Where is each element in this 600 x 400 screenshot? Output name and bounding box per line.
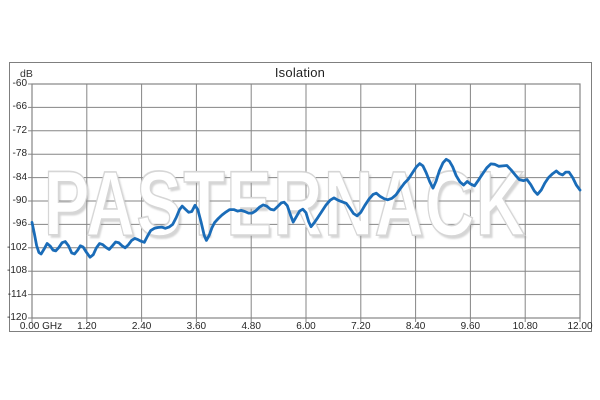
y-axis-unit-label: dB [20, 68, 33, 80]
plot-border [31, 83, 581, 319]
chart-title: Isolation [274, 65, 326, 80]
isolation-curve [30, 157, 582, 259]
